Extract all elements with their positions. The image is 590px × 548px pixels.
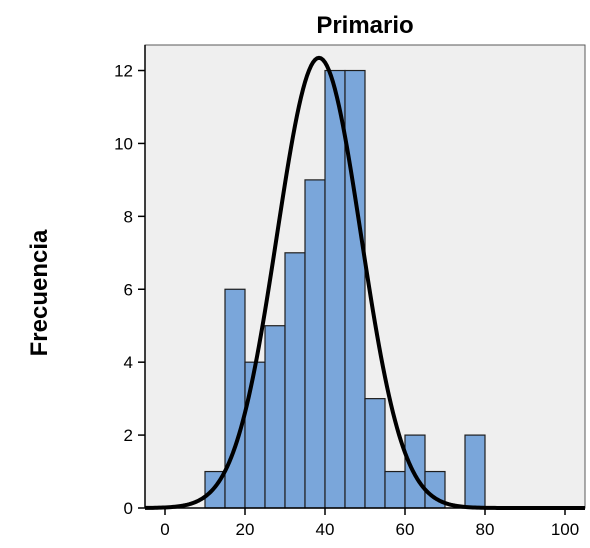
y-tick-label: 0	[124, 499, 133, 518]
histogram-bar	[284, 252, 306, 509]
x-tick-label: 100	[551, 520, 579, 539]
chart-title: Primario	[316, 12, 414, 39]
histogram-bar	[224, 288, 246, 509]
histogram-bar	[324, 69, 346, 509]
x-tick-label: 20	[236, 520, 255, 539]
y-tick-label: 10	[114, 134, 133, 153]
histogram-bar	[244, 361, 266, 509]
x-ticks-group: 0 20 40 60 80 100	[160, 508, 579, 539]
y-tick-label: 8	[124, 207, 133, 226]
x-tick-label: 0	[160, 520, 169, 539]
histogram-bar	[364, 398, 386, 509]
histogram-bar	[344, 69, 366, 509]
histogram-bar	[384, 470, 406, 509]
y-ticks-group: 0 2 4 6 8 10 12	[114, 62, 145, 518]
x-tick-label: 40	[316, 520, 335, 539]
y-tick-label: 12	[114, 62, 133, 81]
histogram-bar	[304, 179, 326, 509]
histogram-bar	[464, 434, 486, 509]
x-tick-label: 60	[396, 520, 415, 539]
y-tick-label: 6	[124, 280, 133, 299]
x-tick-label: 80	[476, 520, 495, 539]
histogram-bar	[264, 325, 286, 509]
y-tick-label: 2	[124, 426, 133, 445]
y-tick-label: 4	[124, 353, 133, 372]
